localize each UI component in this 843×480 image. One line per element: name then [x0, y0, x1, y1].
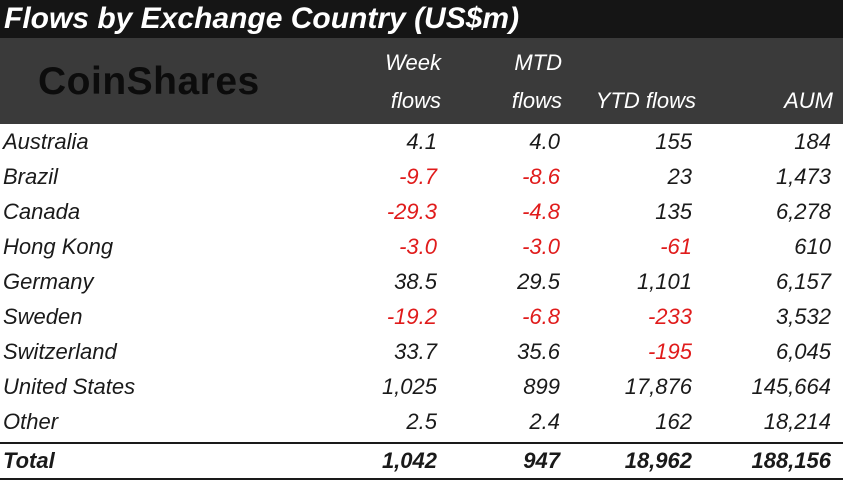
aum-cell: 3,532 — [775, 304, 831, 329]
ytd-flows-cell: -233 — [647, 304, 692, 329]
mtd-flows-cell: -3.0 — [522, 234, 560, 259]
country-cell: Hong Kong — [3, 234, 114, 259]
mtd-flows-cell: 2.4 — [529, 409, 560, 434]
ytd-flows-cell: 1,101 — [636, 269, 692, 294]
aum-cell: 145,664 — [751, 374, 831, 399]
aum-cell: 6,045 — [775, 339, 831, 364]
header-week-line1: Week — [385, 50, 441, 75]
coinshares-logo: CoinShares — [38, 60, 260, 103]
country-cell: Switzerland — [3, 339, 117, 364]
week-flows-cell: 38.5 — [394, 269, 437, 294]
total-mtd-flows-cell: 947 — [523, 448, 560, 473]
table-title: Flows by Exchange Country (US$m) — [0, 0, 843, 38]
country-cell: Australia — [3, 129, 89, 154]
ytd-flows-cell: 23 — [667, 164, 692, 189]
ytd-flows-cell: 162 — [655, 409, 692, 434]
week-flows-cell: 4.1 — [406, 129, 437, 154]
table-row: Other 2.5 2.4 162 18,214 — [0, 404, 843, 439]
country-cell: Canada — [3, 199, 81, 224]
week-flows-cell: -19.2 — [386, 304, 437, 329]
country-cell: United States — [3, 374, 136, 399]
ytd-flows-cell: 17,876 — [624, 374, 692, 399]
ytd-flows-cell: -195 — [647, 339, 692, 364]
aum-cell: 184 — [794, 129, 831, 154]
ytd-flows-cell: -61 — [660, 234, 692, 259]
table-body: Australia 4.1 4.0 155 184 Brazil -9.7 -8.6 23 1,4… — [0, 124, 843, 480]
country-cell: Brazil — [3, 164, 59, 189]
mtd-flows-cell: -6.8 — [522, 304, 560, 329]
week-flows-cell: -29.3 — [386, 199, 437, 224]
ytd-flows-cell: 135 — [655, 199, 692, 224]
total-row: Total 1,042 947 18,962 188,156 — [0, 442, 843, 480]
aum-cell: 1,473 — [775, 164, 831, 189]
week-flows-cell: 1,025 — [381, 374, 437, 399]
aum-cell: 610 — [794, 234, 831, 259]
mtd-flows-cell: -8.6 — [522, 164, 560, 189]
mtd-flows-cell: 29.5 — [517, 269, 560, 294]
header-mtd-line1: MTD — [514, 50, 562, 75]
total-label: Total — [3, 448, 55, 473]
table-row: Hong Kong -3.0 -3.0 -61 610 — [0, 229, 843, 264]
total-week-flows-cell: 1,042 — [381, 448, 437, 473]
aum-cell: 18,214 — [763, 409, 831, 434]
country-cell: Other — [3, 409, 59, 434]
country-cell: Sweden — [3, 304, 83, 329]
table-row: Canada -29.3 -4.8 135 6,278 — [0, 194, 843, 229]
table-row: Germany 38.5 29.5 1,101 6,157 — [0, 264, 843, 299]
header-aum: AUM — [784, 88, 833, 113]
aum-cell: 6,157 — [775, 269, 831, 294]
table-row: Brazil -9.7 -8.6 23 1,473 — [0, 159, 843, 194]
table-header: CoinShares Week flows MTD flows YTD flow… — [0, 38, 843, 124]
week-flows-cell: -9.7 — [399, 164, 437, 189]
week-flows-cell: -3.0 — [399, 234, 437, 259]
table-row: United States 1,025 899 17,876 145,664 — [0, 369, 843, 404]
header-mtd-line2: flows — [511, 88, 562, 113]
table-row: Sweden -19.2 -6.8 -233 3,532 — [0, 299, 843, 334]
mtd-flows-cell: 899 — [523, 374, 560, 399]
mtd-flows-cell: -4.8 — [522, 199, 560, 224]
ytd-flows-cell: 155 — [655, 129, 692, 154]
table-row: Switzerland 33.7 35.6 -195 6,045 — [0, 334, 843, 369]
total-aum-cell: 188,156 — [751, 448, 831, 473]
week-flows-cell: 33.7 — [394, 339, 437, 364]
header-week-line2: flows — [390, 88, 441, 113]
mtd-flows-cell: 35.6 — [517, 339, 560, 364]
table-row: Australia 4.1 4.0 155 184 — [0, 124, 843, 159]
header-ytd: YTD flows — [595, 88, 696, 113]
total-ytd-flows-cell: 18,962 — [624, 448, 692, 473]
mtd-flows-cell: 4.0 — [529, 129, 560, 154]
week-flows-cell: 2.5 — [406, 409, 437, 434]
country-cell: Germany — [3, 269, 94, 294]
aum-cell: 6,278 — [775, 199, 831, 224]
